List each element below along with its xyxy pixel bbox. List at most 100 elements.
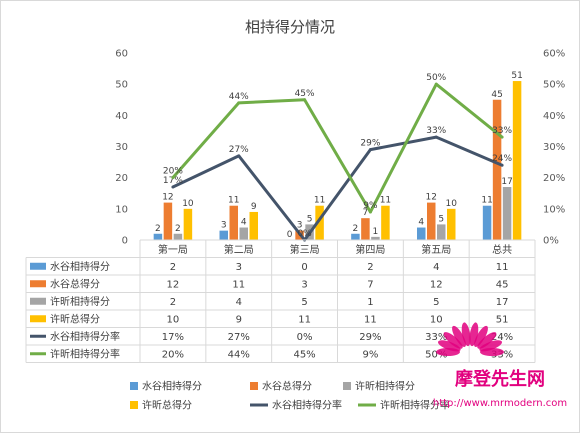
y-left-tick-label: 10 <box>115 204 128 215</box>
legend-key <box>250 382 258 390</box>
table-cell: 45 <box>496 279 509 290</box>
table-cell: 3 <box>301 279 307 290</box>
bar-data-label: 51 <box>511 71 522 81</box>
y-right-tick-label: 0% <box>543 236 559 247</box>
y-right-tick-label: 50% <box>543 80 565 91</box>
table-cell: 24% <box>491 332 513 343</box>
table-series-key <box>30 315 46 323</box>
bar <box>249 211 258 240</box>
bar-data-label: 4 <box>418 218 424 228</box>
line-data-label: 33% <box>492 126 512 136</box>
category-label: 第二局 <box>224 243 254 256</box>
line-point <box>434 82 438 86</box>
table-cell: 11 <box>364 314 377 325</box>
table-cell: 4 <box>433 262 439 273</box>
bar <box>163 202 173 240</box>
bar-data-label: 3 <box>297 221 303 231</box>
table-series-name: 水谷总得分 <box>50 277 100 290</box>
line-point <box>500 163 504 167</box>
line-data-label: 17% <box>163 176 183 186</box>
bar <box>371 236 380 240</box>
category-label: 总共 <box>492 243 512 256</box>
table-cell: 17 <box>496 297 509 308</box>
table-cell: 11 <box>298 314 311 325</box>
watermark-flower-petal <box>452 325 466 347</box>
table-cell: 1 <box>367 297 373 308</box>
category-label: 第五局 <box>421 243 451 256</box>
y-right-tick-label: 40% <box>543 111 565 122</box>
table-cell: 20% <box>162 349 184 360</box>
bar <box>173 233 183 240</box>
watermark-flower-petal <box>479 340 503 352</box>
table-cell: 33% <box>491 349 513 360</box>
line-point <box>368 210 372 214</box>
y-left-tick-label: 40 <box>115 111 128 122</box>
table-series-key <box>30 280 46 288</box>
table-series-name: 许昕相持得分 <box>50 295 110 308</box>
legend-key <box>343 382 351 390</box>
line-point <box>171 176 175 180</box>
bar <box>153 233 163 240</box>
legend-label: 水谷相持得分率 <box>272 399 342 412</box>
legend-key <box>130 401 138 409</box>
table-series-key <box>30 262 46 270</box>
table-cell: 3 <box>236 262 242 273</box>
bar <box>492 99 502 240</box>
bar-data-label: 10 <box>182 199 194 209</box>
table-cell: 50% <box>425 349 447 360</box>
table-cell: 10 <box>167 314 180 325</box>
watermark-flower-petal <box>437 340 461 352</box>
bar <box>315 205 324 240</box>
line-point <box>303 98 307 102</box>
line-point <box>237 101 241 105</box>
y-left-tick-label: 30 <box>115 142 128 153</box>
legend-label: 水谷总得分 <box>262 380 312 393</box>
bar-data-label: 45 <box>491 90 502 100</box>
line-data-label: 33% <box>426 126 446 136</box>
series-line <box>171 82 504 214</box>
table-cell: 45% <box>293 349 315 360</box>
line-data-label: 50% <box>426 73 446 83</box>
bar <box>512 81 522 240</box>
line-point <box>500 135 504 139</box>
bar-data-label: 2 <box>175 224 181 234</box>
table-cell: 44% <box>228 349 250 360</box>
watermark-text: 摩登先生网 <box>455 368 545 390</box>
table-cell: 11 <box>232 279 245 290</box>
table-cell: 5 <box>433 297 439 308</box>
bar-data-label: 11 <box>481 196 492 206</box>
table-cell: 12 <box>430 279 443 290</box>
legend-label: 许昕相持得分 <box>355 380 415 393</box>
series-line <box>172 135 503 242</box>
table-cell: 2 <box>170 297 176 308</box>
bar-data-label: 11 <box>314 196 325 206</box>
bar <box>183 208 193 240</box>
line-point <box>368 148 372 152</box>
table-series-key <box>30 297 46 305</box>
y-right-tick-label: 60% <box>543 49 565 60</box>
table-cell: 2 <box>170 262 176 273</box>
line-point <box>434 135 438 139</box>
table-series-name: 水谷相持得分 <box>50 260 110 273</box>
legend-label: 水谷相持得分 <box>142 380 202 393</box>
bar <box>417 227 426 240</box>
bar-data-label: 9 <box>251 202 257 212</box>
bar <box>502 187 512 240</box>
bar <box>437 224 446 240</box>
table-series-name: 许昕相持得分率 <box>50 347 120 360</box>
line-data-label: 45% <box>295 89 315 99</box>
table-series-name: 许昕总得分 <box>50 312 100 325</box>
y-right-tick-label: 30% <box>543 142 565 153</box>
bar-data-label: 2 <box>155 224 161 234</box>
category-label: 第四局 <box>355 243 385 256</box>
table-cell: 27% <box>228 332 250 343</box>
line-data-label: 24% <box>492 154 512 164</box>
table-cell: 17% <box>162 332 184 343</box>
bar <box>219 230 228 240</box>
bar <box>447 208 456 240</box>
bar-data-label: 0 <box>287 230 293 240</box>
bar-data-label: 2 <box>353 224 359 234</box>
